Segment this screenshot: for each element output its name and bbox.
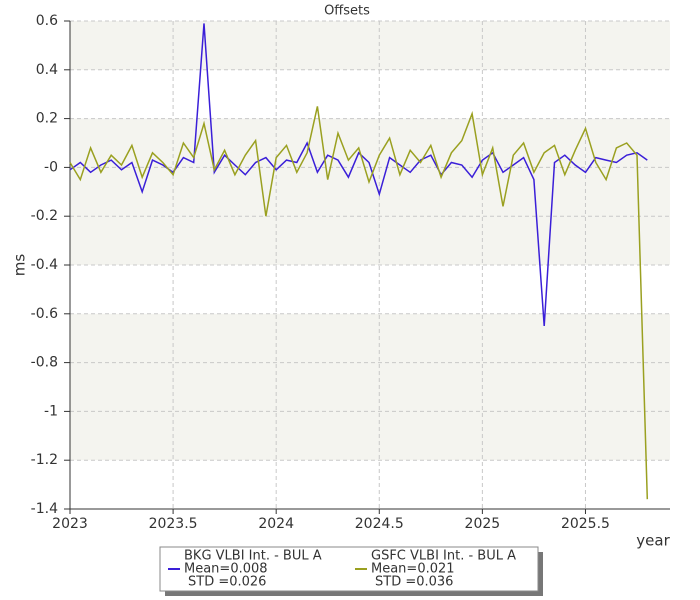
x-tick-label: 2024: [258, 516, 294, 532]
y-tick-label: 0.6: [36, 13, 58, 29]
x-axis-label: year: [636, 532, 670, 550]
legend-stat: Mean=0.008: [184, 562, 268, 577]
x-tick-label: 2025.5: [561, 516, 610, 532]
plot-band: [70, 460, 670, 509]
legend-stat: STD =0.026: [188, 575, 266, 590]
chart-title: Offsets: [324, 4, 370, 19]
x-tick-label: 2023.5: [149, 516, 198, 532]
y-axis-label: ms: [11, 254, 29, 277]
y-tick-label: 0.4: [36, 62, 58, 78]
y-tick-label: -0.2: [31, 208, 58, 224]
plot-band: [70, 69, 670, 119]
y-tick-label: -0.8: [31, 355, 58, 371]
legend-stat: Mean=0.021: [371, 562, 455, 577]
legend-label: GSFC VLBI Int. - BUL A: [371, 549, 516, 564]
x-tick-label: 2024.5: [355, 516, 404, 532]
y-tick-label: -0: [44, 159, 58, 175]
plot-background: [70, 21, 670, 509]
y-tick-label: -0.4: [31, 257, 58, 273]
y-tick-label: -1.4: [31, 501, 58, 517]
legend-label: BKG VLBI Int. - BUL A: [184, 549, 322, 564]
legend: [159, 546, 539, 592]
plot-band: [70, 265, 670, 314]
y-tick-label: -1.2: [31, 452, 58, 468]
y-tick-label: 0.2: [36, 111, 58, 127]
x-tick-label: 2023: [52, 516, 88, 532]
y-tick-label: -1: [44, 403, 58, 419]
legend-stat: STD =0.036: [375, 575, 453, 590]
y-tick-label: -0.6: [31, 306, 58, 322]
series-line: [69, 106, 649, 500]
x-tick-label: 2025: [465, 516, 501, 532]
